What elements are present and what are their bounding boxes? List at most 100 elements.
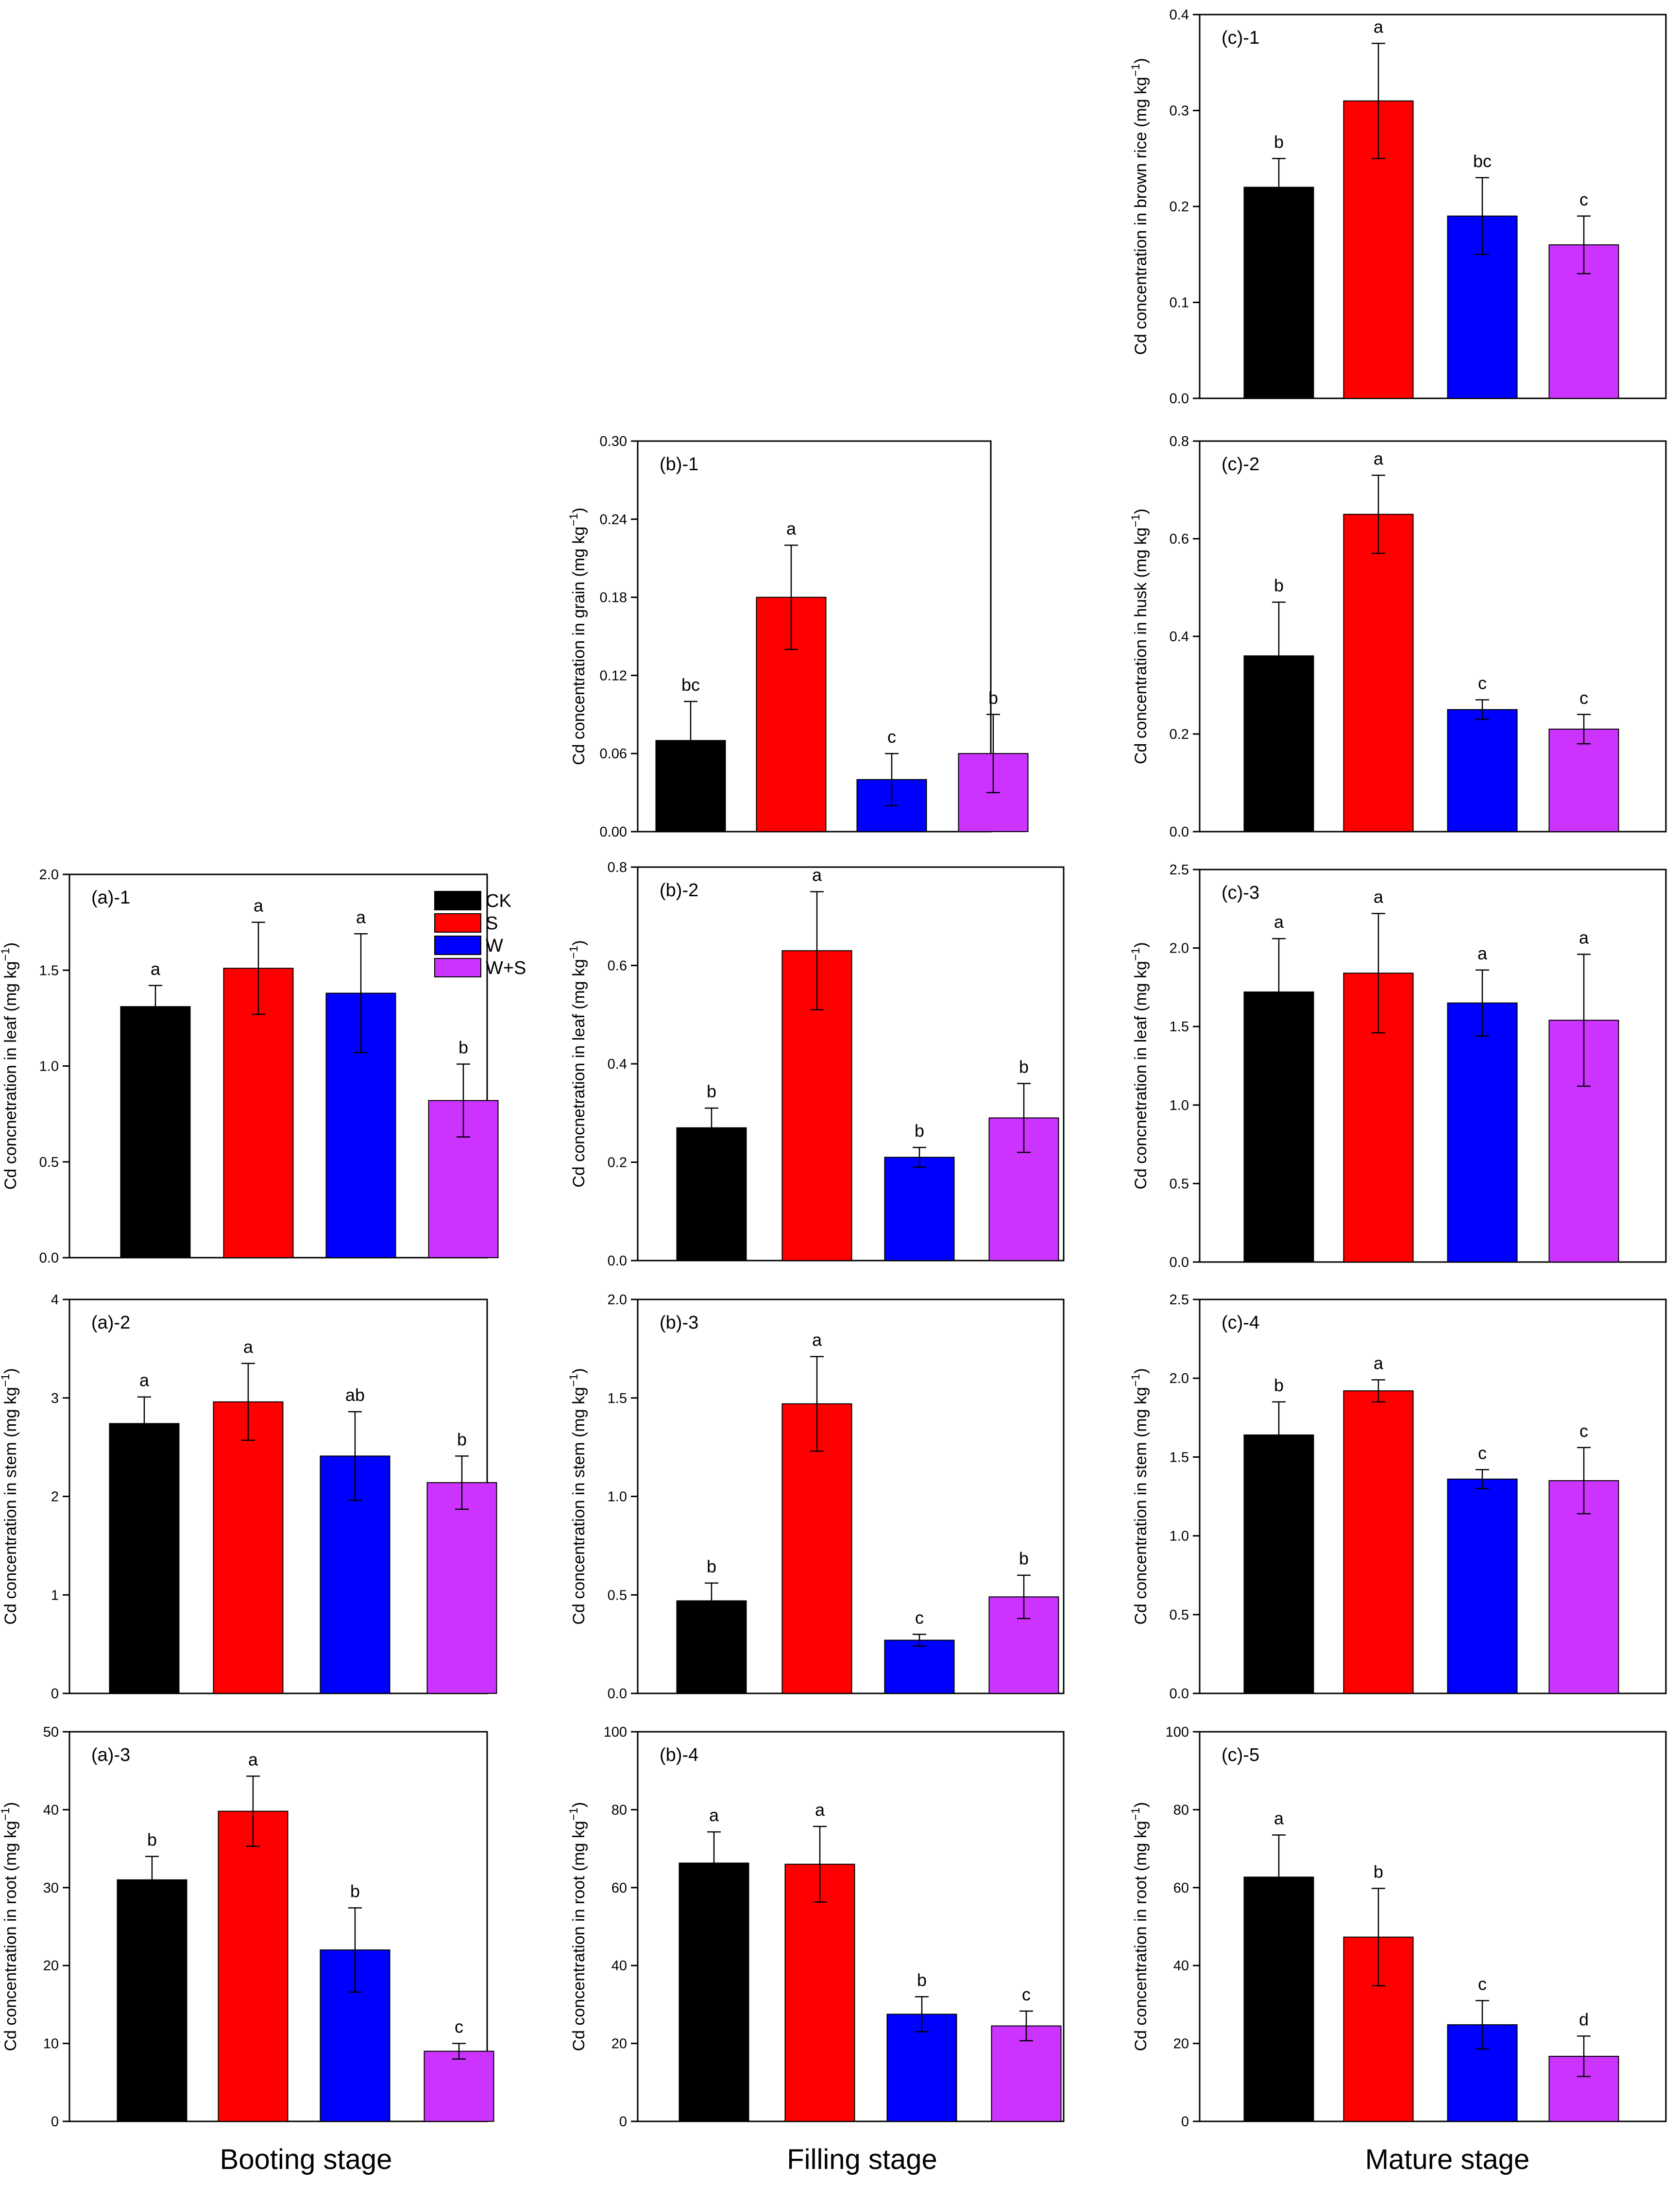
y-tick-label: 0.1 (1170, 295, 1189, 311)
significance-letter: b (1019, 1549, 1029, 1569)
significance-letter: b (988, 688, 998, 708)
y-axis-label-sup: −1 (0, 1374, 12, 1387)
bar-ck (117, 1879, 187, 2122)
panel-label: (c)-5 (1222, 1745, 1259, 1765)
y-axis-label-end: ) (1132, 942, 1150, 947)
significance-letter: b (1274, 1375, 1284, 1395)
legend-label: W (486, 936, 503, 956)
panel-c5: 0 20 40 60 80 100 Cd concentration in root (mg… (1129, 1724, 1667, 2130)
y-tick-label: 0.5 (1170, 1607, 1189, 1623)
y-tick-label: 0.30 (600, 434, 627, 449)
significance-letter: c (1579, 688, 1588, 708)
significance-letter: a (1374, 1353, 1384, 1373)
y-axis-label-text: Cd concentration in stem (mg kg (570, 1387, 588, 1624)
bar-w-plus-s (991, 2025, 1062, 2122)
error-bar (810, 1356, 824, 1452)
error-bar (1577, 215, 1591, 274)
y-axis-label-text: Cd concentration in brown rice (mg kg (1132, 77, 1150, 355)
y-axis-label-text: Cd concentration in grain (mg kg (570, 527, 588, 765)
panel-label: (a)-2 (91, 1313, 130, 1333)
y-axis-label: Cd concnetration in leaf (mg kg−1) (0, 942, 20, 1190)
y-axis-label-end: ) (1, 942, 20, 948)
panel-label: (b)-1 (660, 454, 698, 475)
y-tick-label: 80 (1173, 1802, 1189, 1818)
error-bar (705, 1582, 718, 1620)
bar-w (1447, 709, 1518, 832)
y-tick-label: 0.5 (39, 1155, 59, 1170)
significance-letter: ab (345, 1385, 365, 1405)
significance-letter: a (248, 1749, 258, 1769)
y-tick-label: 2.0 (1170, 1371, 1189, 1386)
bar-ck (109, 1423, 180, 1694)
y-axis-label: Cd concentration in brown rice (mg kg−1) (1129, 58, 1150, 355)
y-axis-label-end: ) (1, 1802, 20, 1807)
error-bar (1017, 1574, 1031, 1620)
bar-w-plus-s (424, 2050, 494, 2122)
error-bar (457, 1063, 470, 1138)
error-bar (1272, 601, 1286, 710)
y-tick-label: 2.0 (608, 1292, 627, 1308)
error-bar (707, 1831, 721, 1895)
bar-w-plus-s (1548, 728, 1619, 832)
y-axis-label-sup: −1 (1129, 1808, 1142, 1821)
stage-label-booting: Booting stage (220, 2144, 392, 2175)
error-bar (149, 985, 162, 1028)
y-tick-label: 0 (51, 2114, 59, 2130)
y-tick-label: 1.5 (608, 1391, 627, 1406)
error-bar (1577, 2035, 1591, 2078)
significance-letter: a (151, 959, 161, 979)
y-tick-label: 4 (51, 1292, 59, 1308)
significance-letter: b (458, 1038, 468, 1058)
y-tick-label: 0.0 (1170, 824, 1189, 840)
y-axis-label-end: ) (570, 1368, 588, 1373)
y-tick-label: 0 (619, 2114, 627, 2130)
y-tick-label: 0.2 (1170, 199, 1189, 215)
y-tick-label: 0.0 (1170, 391, 1189, 407)
y-tick-label: 1.0 (608, 1489, 627, 1505)
error-bar (1272, 1834, 1286, 1920)
error-bar (1272, 938, 1286, 1046)
y-tick-label: 2.5 (1170, 1292, 1189, 1308)
significance-letter: b (457, 1429, 467, 1449)
significance-letter: bc (681, 675, 700, 695)
stage-label-mature: Mature stage (1365, 2144, 1530, 2175)
error-bar (354, 933, 368, 1054)
error-bar (137, 1396, 151, 1451)
error-bar (1476, 2000, 1489, 2050)
y-tick-label: 0.12 (600, 668, 627, 683)
y-tick-label: 0.6 (1170, 531, 1189, 547)
error-bar (1372, 1888, 1385, 1987)
significance-letter: b (707, 1081, 716, 1101)
panel-label: (c)-2 (1222, 454, 1259, 475)
y-axis-label: Cd concnetration in leaf (mg kg−1) (567, 940, 588, 1187)
significance-letter: b (1019, 1057, 1029, 1077)
y-tick-label: 0.0 (39, 1250, 59, 1266)
error-bar (913, 1146, 926, 1168)
bar-s (223, 968, 294, 1259)
y-axis-label-text: Cd concentration in root (mg kg (1, 1821, 20, 2051)
error-bar (986, 714, 1000, 793)
panel-c3: 0.0 0.5 1.0 1.5 2.0 2.5 Cd concnetration in le… (1129, 862, 1667, 1270)
y-tick-label: 0.5 (608, 1588, 627, 1603)
bar-w (1447, 1478, 1518, 1694)
y-axis-label-text: Cd concnetration in leaf (mg kg (1132, 961, 1150, 1190)
y-tick-label: 20 (43, 1958, 59, 1974)
panel-label: (b)-4 (660, 1745, 698, 1765)
y-tick-label: 20 (611, 2036, 627, 2052)
y-tick-label: 0.4 (608, 1057, 627, 1072)
panel-b2: 0.0 0.2 0.4 0.6 0.8 Cd concnetration in leaf … (567, 860, 1065, 1269)
y-axis-label: Cd concentration in grain (mg kg−1) (567, 508, 588, 765)
y-axis-label-text: Cd concentration in husk (mg kg (1132, 528, 1150, 765)
significance-letter: c (887, 727, 896, 747)
significance-letter: c (1579, 189, 1588, 209)
y-tick-label: 0.4 (1170, 7, 1189, 23)
bar-ck (679, 1862, 749, 2122)
y-tick-label: 0.4 (1170, 629, 1189, 645)
significance-letter: c (455, 2017, 463, 2037)
significance-letter: a (254, 896, 264, 916)
y-axis-label-text: Cd concnetration in leaf (mg kg (1, 961, 20, 1190)
y-tick-label: 40 (43, 1802, 59, 1818)
error-bar (1017, 1083, 1031, 1153)
significance-letter: c (1478, 1974, 1487, 1994)
legend-label: S (486, 913, 498, 934)
